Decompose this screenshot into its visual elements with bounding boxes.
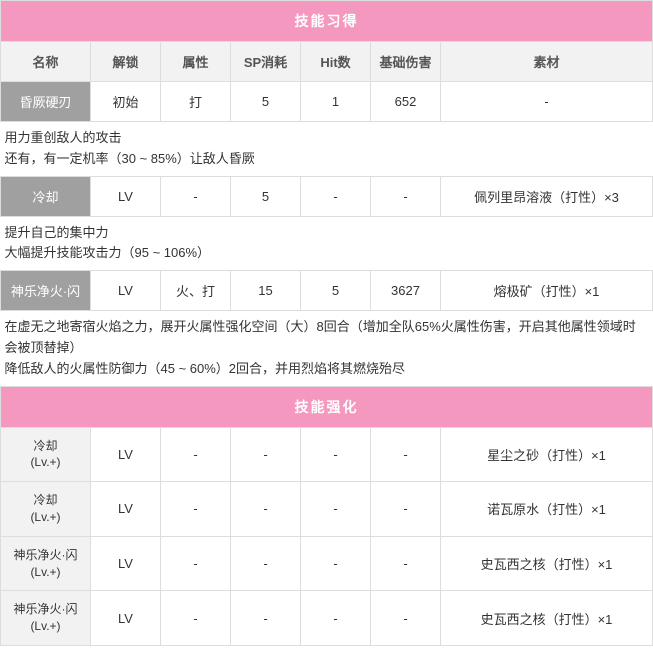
hdr-material: 素材 [441,42,653,82]
enhance-name-cell: 冷却 (Lv.+) [1,482,91,537]
skill-desc: 提升自己的集中力大幅提升技能攻击力（95 ~ 106%） [1,216,653,271]
attr-cell: - [161,536,231,591]
material-cell: 熔极矿（打性）×1 [441,271,653,311]
section-enhance-title: 技能强化 [1,386,653,427]
skill-desc: 在虚无之地寄宿火焰之力，展开火属性强化空间（大）8回合（增加全队65%火属性伤害… [1,311,653,386]
attr-cell: - [161,427,231,482]
unlock-cell: LV [91,591,161,646]
material-cell: 诺瓦原水（打性）×1 [441,482,653,537]
table-row: 昏厥硬刃 初始 打 5 1 652 - [1,82,653,122]
material-cell: 星尘之砂（打性）×1 [441,427,653,482]
desc-row: 提升自己的集中力大幅提升技能攻击力（95 ~ 106%） [1,216,653,271]
desc-row: 在虚无之地寄宿火焰之力，展开火属性强化空间（大）8回合（增加全队65%火属性伤害… [1,311,653,386]
enhance-name-cell: 神乐净火·闪 (Lv.+) [1,536,91,591]
enhance-name-line2: (Lv.+) [30,455,60,469]
hdr-attribute: 属性 [161,42,231,82]
table-row: 冷却 LV - 5 - - 佩列里昂溶液（打性）×3 [1,176,653,216]
dmg-cell: - [371,482,441,537]
table-row: 冷却 (Lv.+) LV - - - - 诺瓦原水（打性）×1 [1,482,653,537]
skill-name-cell: 神乐净火·闪 [1,271,91,311]
hit-cell: 5 [301,271,371,311]
enhance-name-line1: 神乐净火·闪 [14,602,78,616]
sp-cell: 5 [231,82,301,122]
material-cell: 史瓦西之核（打性）×1 [441,591,653,646]
material-cell: - [441,82,653,122]
enhance-name-cell: 冷却 (Lv.+) [1,427,91,482]
dmg-cell: 652 [371,82,441,122]
section-learn-title: 技能习得 [1,1,653,42]
hit-cell: - [301,482,371,537]
header-row: 名称 解锁 属性 SP消耗 Hit数 基础伤害 素材 [1,42,653,82]
material-cell: 史瓦西之核（打性）×1 [441,536,653,591]
table-row: 冷却 (Lv.+) LV - - - - 星尘之砂（打性）×1 [1,427,653,482]
section-enhance-title-row: 技能强化 [1,386,653,427]
dmg-cell: - [371,591,441,646]
hit-cell: 1 [301,82,371,122]
skill-name-cell: 冷却 [1,176,91,216]
enhance-name-line1: 冷却 [33,493,57,507]
enhance-name-cell: 神乐净火·闪 (Lv.+) [1,591,91,646]
dmg-cell: 3627 [371,271,441,311]
enhance-name-line2: (Lv.+) [30,510,60,524]
enhance-name-line1: 神乐净火·闪 [14,548,78,562]
unlock-cell: LV [91,482,161,537]
hdr-name: 名称 [1,42,91,82]
hdr-hit: Hit数 [301,42,371,82]
hit-cell: - [301,176,371,216]
unlock-cell: LV [91,536,161,591]
unlock-cell: LV [91,271,161,311]
sp-cell: 15 [231,271,301,311]
skill-name-cell: 昏厥硬刃 [1,82,91,122]
table-row: 神乐净火·闪 (Lv.+) LV - - - - 史瓦西之核（打性）×1 [1,536,653,591]
unlock-cell: LV [91,427,161,482]
hit-cell: - [301,536,371,591]
enhance-name-line2: (Lv.+) [30,619,60,633]
sp-cell: 5 [231,176,301,216]
hit-cell: - [301,591,371,646]
dmg-cell: - [371,176,441,216]
enhance-name-line2: (Lv.+) [30,565,60,579]
attr-cell: 打 [161,82,231,122]
hdr-unlock: 解锁 [91,42,161,82]
material-cell: 佩列里昂溶液（打性）×3 [441,176,653,216]
dmg-cell: - [371,536,441,591]
hdr-basedmg: 基础伤害 [371,42,441,82]
sp-cell: - [231,427,301,482]
table-row: 神乐净火·闪 (Lv.+) LV - - - - 史瓦西之核（打性）×1 [1,591,653,646]
section-learn-title-row: 技能习得 [1,1,653,42]
sp-cell: - [231,536,301,591]
unlock-cell: LV [91,176,161,216]
skill-desc: 用力重创敌人的攻击还有，有一定机率（30 ~ 85%）让敌人昏厥 [1,122,653,177]
sp-cell: - [231,482,301,537]
hdr-sp: SP消耗 [231,42,301,82]
sp-cell: - [231,591,301,646]
table-row: 神乐净火·闪 LV 火、打 15 5 3627 熔极矿（打性）×1 [1,271,653,311]
attr-cell: - [161,176,231,216]
attr-cell: 火、打 [161,271,231,311]
attr-cell: - [161,591,231,646]
desc-row: 用力重创敌人的攻击还有，有一定机率（30 ~ 85%）让敌人昏厥 [1,122,653,177]
attr-cell: - [161,482,231,537]
hit-cell: - [301,427,371,482]
dmg-cell: - [371,427,441,482]
skill-table: 技能习得 名称 解锁 属性 SP消耗 Hit数 基础伤害 素材 昏厥硬刃 初始 … [0,0,653,646]
enhance-name-line1: 冷却 [33,439,57,453]
unlock-cell: 初始 [91,82,161,122]
